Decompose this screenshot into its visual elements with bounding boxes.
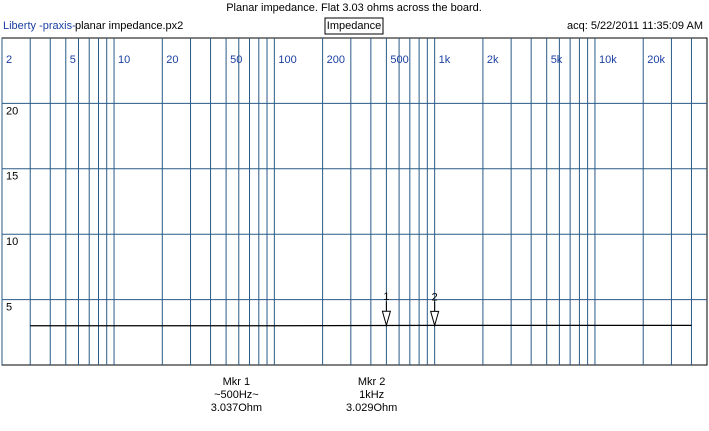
plot-area: [2, 38, 707, 365]
y-tick-label: 5: [6, 302, 12, 314]
x-tick-label: 2k: [487, 54, 499, 66]
marker-label: 1: [383, 291, 389, 303]
y-tick-label: 10: [6, 236, 18, 248]
x-tick-label: 5k: [551, 54, 563, 66]
y-tick-label: 20: [6, 105, 18, 117]
x-tick-label: 20k: [647, 54, 665, 66]
y-tick-label: 15: [6, 171, 18, 183]
x-tick-label: 1k: [439, 54, 451, 66]
x-tick-label: 200: [327, 54, 345, 66]
file-name: planar impedance.px2: [75, 20, 183, 32]
marker-readout: 3.029Ohm: [346, 402, 397, 414]
trace-label: Impedance: [327, 20, 381, 32]
marker-readout: ~500Hz~: [214, 389, 259, 401]
x-tick-label: 5: [70, 54, 76, 66]
x-tick-label: 20: [166, 54, 178, 66]
chart-title: Planar impedance. Flat 3.03 ohms across …: [226, 2, 482, 14]
x-tick-label: 10: [118, 54, 130, 66]
source-label: Liberty -praxis-: [3, 20, 76, 32]
marker-readout: 1kHz: [359, 389, 384, 401]
acquired-time: acq: 5/22/2011 11:35:09 AM: [567, 20, 703, 32]
x-tick-label: 2: [6, 54, 12, 66]
marker-readout: Mkr 1: [223, 376, 251, 388]
x-tick-label: 500: [390, 54, 408, 66]
marker-readout: Mkr 2: [358, 376, 386, 388]
x-tick-label: 100: [278, 54, 296, 66]
marker-readout: 3.037Ohm: [211, 402, 262, 414]
marker-label: 2: [432, 291, 438, 303]
x-tick-label: 50: [230, 54, 242, 66]
x-tick-label: 10k: [599, 54, 617, 66]
